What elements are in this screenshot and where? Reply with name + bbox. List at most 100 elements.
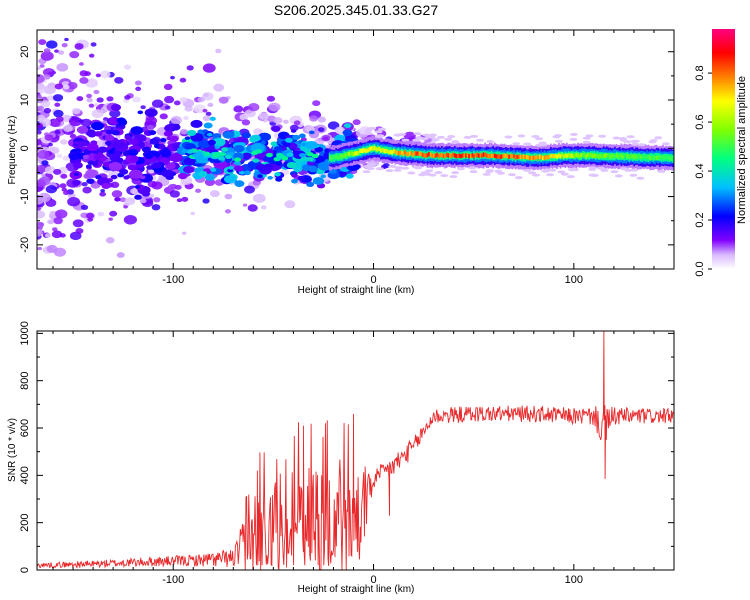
halo-blob xyxy=(590,173,599,177)
noise-blob xyxy=(44,233,52,238)
y-tick-label: 200 xyxy=(19,513,31,531)
halo-blob xyxy=(657,169,666,173)
spectral-blob xyxy=(110,104,122,111)
ridge-segment xyxy=(460,153,462,159)
spectral-blob xyxy=(323,136,329,141)
y-tick-label: 800 xyxy=(19,372,31,390)
ridge-segment xyxy=(570,153,573,158)
noise-blob xyxy=(317,127,325,133)
spectral-blob xyxy=(152,162,162,169)
halo-blob xyxy=(422,133,431,137)
noise-blob xyxy=(79,70,89,77)
noise-blob xyxy=(202,92,214,101)
ridge-segment xyxy=(343,153,345,158)
halo-blob xyxy=(662,142,671,146)
ridge-segment xyxy=(529,155,531,161)
halo-blob xyxy=(431,138,440,142)
noise-blob xyxy=(123,64,132,70)
noise-blob xyxy=(183,116,189,121)
noise-blob xyxy=(80,204,89,211)
ridge-segment xyxy=(615,153,618,158)
halo-blob xyxy=(631,142,640,146)
noise-blob xyxy=(52,227,58,232)
noise-blob xyxy=(233,105,244,113)
colorbar-tick-label: 0.6 xyxy=(694,114,706,129)
halo-blob xyxy=(528,171,537,175)
y-tick-label: 600 xyxy=(19,419,31,437)
noise-blob xyxy=(284,200,296,209)
noise-blob xyxy=(60,139,68,145)
halo-blob xyxy=(614,174,623,178)
halo-blob xyxy=(630,168,639,172)
noise-blob xyxy=(124,95,131,100)
halo-blob xyxy=(629,173,638,177)
halo-blob xyxy=(394,166,403,170)
noise-blob xyxy=(40,111,46,116)
ridge-segment xyxy=(525,154,528,160)
halo-blob xyxy=(374,135,383,139)
noise-blob xyxy=(38,39,47,46)
noise-blob xyxy=(62,190,70,196)
halo-blob xyxy=(470,134,479,138)
ridge-segment xyxy=(665,154,668,160)
noise-blob xyxy=(179,128,188,135)
noise-blob xyxy=(87,217,94,222)
spectral-peak-blob xyxy=(252,158,260,163)
ridge-segment xyxy=(348,151,350,157)
noise-blob xyxy=(61,114,72,123)
ridge-segment xyxy=(482,152,485,157)
ridge-segment xyxy=(516,154,519,160)
ridge-segment xyxy=(479,152,482,158)
ridge-segment xyxy=(402,151,405,157)
noise-blob xyxy=(54,49,59,53)
ridge-segment xyxy=(375,147,378,152)
halo-blob xyxy=(557,170,566,174)
noise-blob xyxy=(218,96,229,104)
noise-blob xyxy=(78,62,84,66)
halo-blob xyxy=(401,138,410,142)
ridge-segment xyxy=(633,155,636,160)
ridge-segment xyxy=(340,153,342,159)
noise-blob xyxy=(53,109,64,118)
noise-blob xyxy=(54,102,61,107)
noise-blob xyxy=(46,95,55,101)
ridge-segment xyxy=(530,155,533,160)
ridge-segment xyxy=(567,153,570,158)
ridge-segment xyxy=(537,156,539,161)
noise-blob xyxy=(64,37,69,42)
noise-blob xyxy=(101,120,108,125)
ridge-segment xyxy=(578,154,581,159)
ridge-segment xyxy=(455,154,458,159)
halo-blob xyxy=(482,172,491,176)
ridge-segment xyxy=(594,153,597,158)
ridge-segment xyxy=(399,150,402,156)
noise-blob xyxy=(82,186,92,194)
ridge-segment xyxy=(545,155,547,160)
noise-blob xyxy=(67,197,81,207)
noise-blob xyxy=(86,97,93,103)
noise-blob xyxy=(43,74,51,80)
spectrogram-frame xyxy=(36,29,675,270)
ridge-segment xyxy=(626,153,629,159)
spectral-blob xyxy=(308,130,315,135)
noise-blob xyxy=(37,221,45,229)
halo-blob xyxy=(407,171,416,175)
noise-blob xyxy=(76,96,84,102)
ridge-segment xyxy=(359,148,362,154)
ridge-segment xyxy=(658,155,661,160)
ridge-segment xyxy=(593,153,595,158)
spectrogram-heatmap xyxy=(37,37,674,258)
halo-blob xyxy=(475,138,484,142)
noise-blob xyxy=(253,128,263,136)
halo-blob xyxy=(451,140,460,144)
colorbar-tick-label: 0.4 xyxy=(694,163,706,178)
ridge-segment xyxy=(450,153,453,159)
spectral-peak-blob xyxy=(218,156,226,161)
ridge-segment xyxy=(335,154,337,159)
ridge-segment xyxy=(550,153,552,158)
ridge-segment xyxy=(458,153,461,159)
spectral-peak-blob xyxy=(286,152,294,157)
noise-blob xyxy=(151,181,163,190)
spectral-blob xyxy=(124,134,131,140)
